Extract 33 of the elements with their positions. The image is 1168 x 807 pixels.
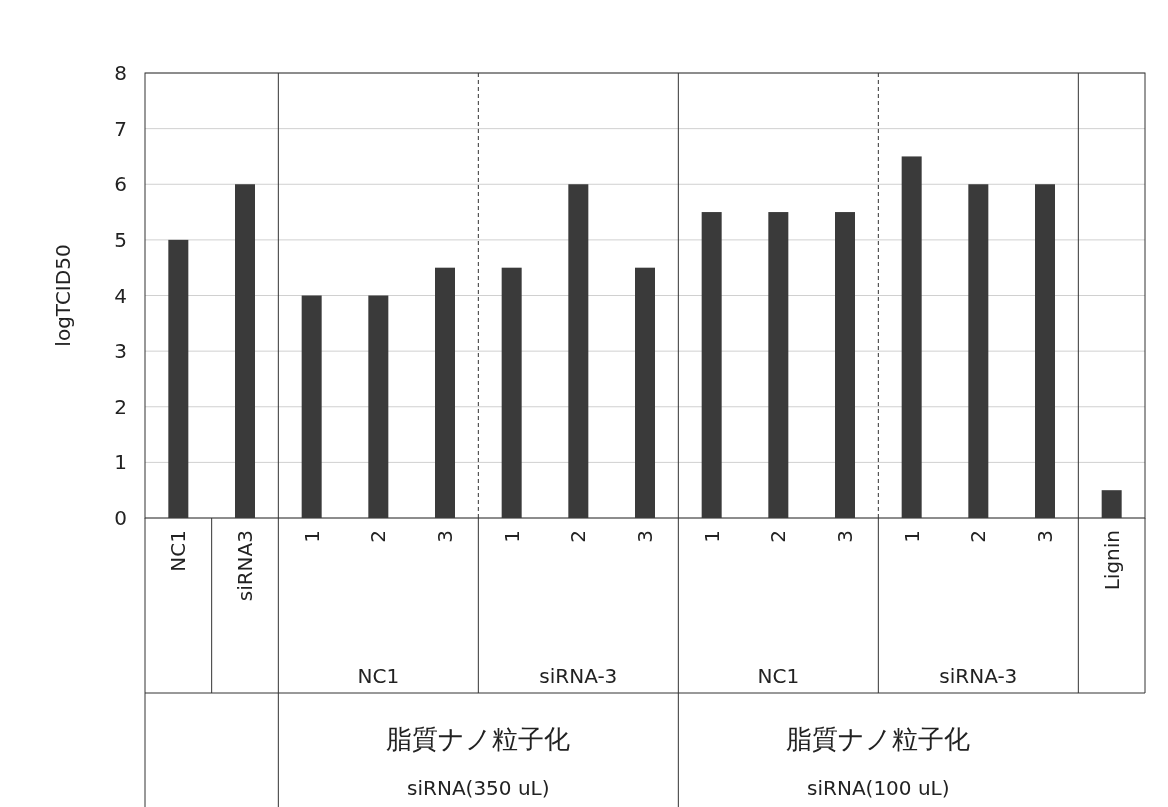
y-tick-label: 5 <box>114 227 127 252</box>
x-tick-label: 3 <box>833 530 857 543</box>
y-tick-label: 7 <box>114 116 127 141</box>
x-tick-label: 3 <box>633 530 657 543</box>
text: 脂質ナノ粒子化 <box>786 724 971 754</box>
text: NC1 <box>757 664 800 688</box>
x-tick-label: 3 <box>433 530 457 543</box>
x-tick-label: Lignin <box>1099 530 1124 591</box>
text: siRNA-3 <box>539 664 618 688</box>
y-tick-label: 8 <box>114 61 127 85</box>
text: 脂質ナノ粒子化 <box>386 724 571 754</box>
x-tick-label: 1 <box>899 530 924 543</box>
x-tick-label: 1 <box>699 530 724 543</box>
x-tick-label: 2 <box>366 530 391 543</box>
y-tick-label: 6 <box>114 172 127 197</box>
x-tick-label: 2 <box>766 530 791 543</box>
x-tick-label: 2 <box>566 530 591 543</box>
y-axis-title: logTCID50 <box>51 244 75 347</box>
x-tick-label: 3 <box>1033 530 1057 543</box>
y-tick-label: 2 <box>114 394 127 419</box>
x-tick-label: siRNA3 <box>233 530 257 602</box>
x-tick-label: 1 <box>299 530 324 543</box>
text: siRNA(350 uL) <box>407 776 550 800</box>
y-tick-label: 0 <box>114 506 127 530</box>
x-tick-label: 1 <box>499 530 524 543</box>
y-tick-label: 3 <box>114 339 127 364</box>
y-tick-label: 4 <box>114 283 127 308</box>
text: siRNA-3 <box>939 664 1018 688</box>
text: NC1 <box>357 664 400 688</box>
x-tick-label: NC1 <box>166 530 191 572</box>
x-tick-label: 2 <box>966 530 991 543</box>
y-tick-label: 1 <box>114 450 127 475</box>
text: siRNA(100 uL) <box>807 776 950 800</box>
